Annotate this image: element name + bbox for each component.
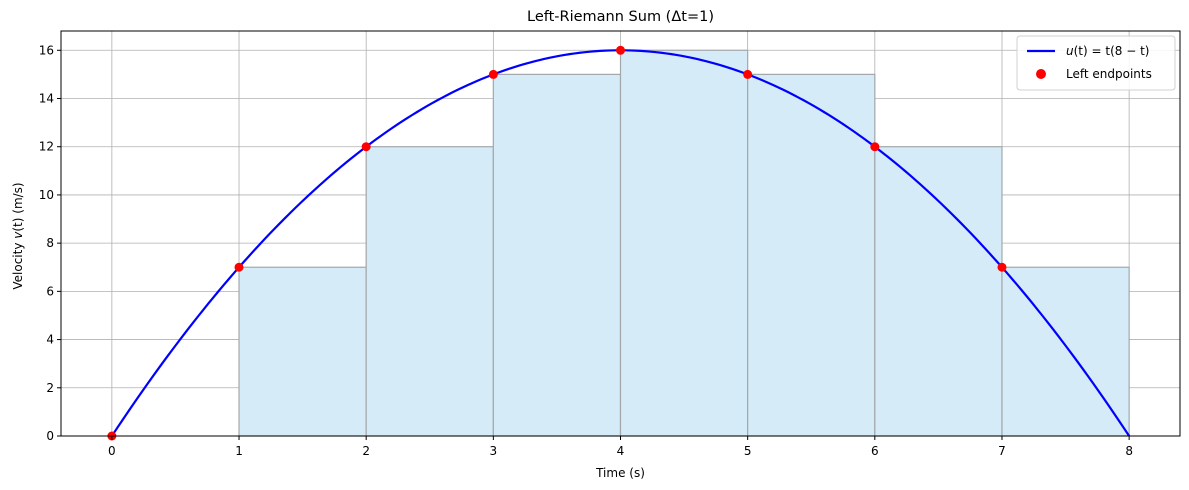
left-endpoint-point [743, 69, 753, 79]
left-endpoint-point [234, 262, 244, 272]
x-tick-label: 8 [1125, 444, 1133, 458]
x-tick-label: 2 [362, 444, 370, 458]
y-tick-label: 4 [46, 333, 54, 347]
left-endpoint-point [361, 142, 371, 152]
left-endpoint-point [870, 142, 880, 152]
legend-box [1016, 35, 1176, 91]
left-endpoint-points [107, 45, 1007, 441]
y-tick-label: 6 [46, 284, 54, 298]
x-tick-label: 1 [235, 444, 243, 458]
x-tick-label: 5 [744, 444, 752, 458]
x-tick-label: 4 [617, 444, 625, 458]
x-tick-label: 0 [108, 444, 116, 458]
riemann-bars [238, 49, 1130, 437]
legend-points-label: Left endpoints [1066, 67, 1152, 81]
riemann-bar [874, 146, 1003, 437]
x-tick-label: 7 [998, 444, 1006, 458]
legend-curve-label: u(t) = t(8 − t) [1066, 44, 1149, 58]
x-tick-label: 6 [871, 444, 879, 458]
y-tick-label: 16 [39, 43, 54, 57]
riemann-bar [492, 73, 622, 437]
y-tick-label: 14 [39, 92, 54, 106]
y-tick-label: 0 [46, 429, 54, 443]
chart-title: Left-Riemann Sum (Δt=1) [527, 9, 714, 25]
y-axis-ticks: 0 2 4 6 8 10 12 14 16 [39, 43, 61, 443]
y-tick-label: 8 [46, 236, 54, 250]
left-endpoint-point [488, 69, 498, 79]
y-tick-label: 2 [46, 381, 54, 395]
riemann-bar [747, 73, 876, 437]
left-endpoint-point [616, 45, 625, 55]
legend: u(t) = t(8 − t) Left endpoints [1016, 35, 1176, 91]
legend-points-swatch [1036, 69, 1046, 79]
y-tick-label: 12 [39, 140, 54, 154]
riemann-bar [238, 266, 367, 437]
left-endpoint-point [997, 262, 1007, 272]
x-tick-label: 3 [490, 444, 498, 458]
y-tick-label: 10 [39, 188, 54, 202]
x-axis-label: Time (s) [595, 466, 645, 480]
y-axis-label: Velocity v(t) (m/s) [11, 182, 25, 289]
riemann-bar [365, 146, 494, 437]
x-axis-ticks: 0 1 2 3 4 5 6 7 8 [108, 436, 1133, 458]
riemann-bar [619, 49, 749, 437]
riemann-bar [1001, 266, 1130, 437]
